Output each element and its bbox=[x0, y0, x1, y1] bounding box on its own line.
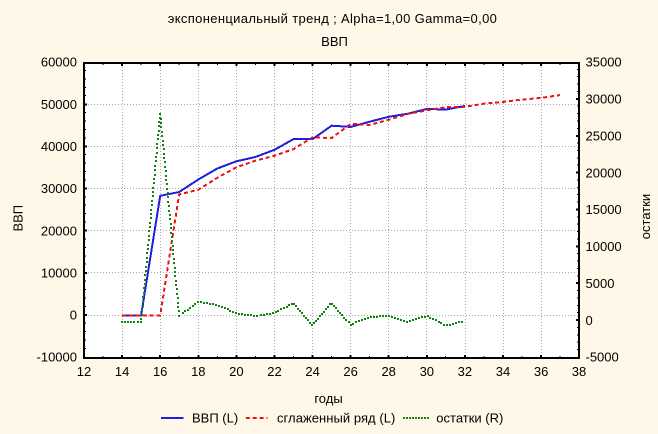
svg-text:24: 24 bbox=[305, 364, 319, 379]
svg-text:26: 26 bbox=[343, 364, 357, 379]
svg-text:25000: 25000 bbox=[586, 128, 622, 143]
svg-text:35000: 35000 bbox=[586, 55, 622, 70]
svg-text:0: 0 bbox=[586, 313, 593, 328]
svg-text:10000: 10000 bbox=[41, 265, 77, 280]
svg-text:15000: 15000 bbox=[586, 202, 622, 217]
svg-text:30000: 30000 bbox=[41, 181, 77, 196]
svg-text:10000: 10000 bbox=[586, 239, 622, 254]
svg-text:остатки: остатки bbox=[638, 194, 653, 239]
svg-text:30: 30 bbox=[420, 364, 434, 379]
svg-text:16: 16 bbox=[153, 364, 167, 379]
svg-text:36: 36 bbox=[534, 364, 548, 379]
svg-text:28: 28 bbox=[381, 364, 395, 379]
svg-text:0: 0 bbox=[70, 308, 77, 323]
svg-text:38: 38 bbox=[572, 364, 586, 379]
svg-text:20000: 20000 bbox=[41, 223, 77, 238]
svg-text:40000: 40000 bbox=[41, 139, 77, 154]
svg-text:22: 22 bbox=[267, 364, 281, 379]
svg-text:32: 32 bbox=[458, 364, 472, 379]
svg-text:-10000: -10000 bbox=[37, 350, 77, 365]
svg-text:50000: 50000 bbox=[41, 97, 77, 112]
svg-text:-5000: -5000 bbox=[586, 350, 619, 365]
svg-text:20000: 20000 bbox=[586, 165, 622, 180]
svg-text:ВВП: ВВП bbox=[321, 34, 348, 49]
svg-text:34: 34 bbox=[496, 364, 510, 379]
svg-text:экспоненциальный тренд ; Alpha: экспоненциальный тренд ; Alpha=1,00 Gamm… bbox=[168, 11, 498, 26]
svg-text:годы: годы bbox=[314, 391, 342, 406]
svg-text:20: 20 bbox=[229, 364, 243, 379]
svg-text:30000: 30000 bbox=[586, 92, 622, 107]
svg-text:остатки (R): остатки (R) bbox=[436, 410, 503, 425]
svg-text:60000: 60000 bbox=[41, 55, 77, 70]
svg-text:18: 18 bbox=[191, 364, 205, 379]
svg-text:сглаженный ряд (L): сглаженный ряд (L) bbox=[277, 410, 395, 425]
svg-text:14: 14 bbox=[115, 364, 129, 379]
svg-text:5000: 5000 bbox=[586, 276, 615, 291]
svg-text:ВВП: ВВП bbox=[11, 205, 26, 232]
svg-text:12: 12 bbox=[77, 364, 91, 379]
svg-text:ВВП (L): ВВП (L) bbox=[192, 410, 238, 425]
